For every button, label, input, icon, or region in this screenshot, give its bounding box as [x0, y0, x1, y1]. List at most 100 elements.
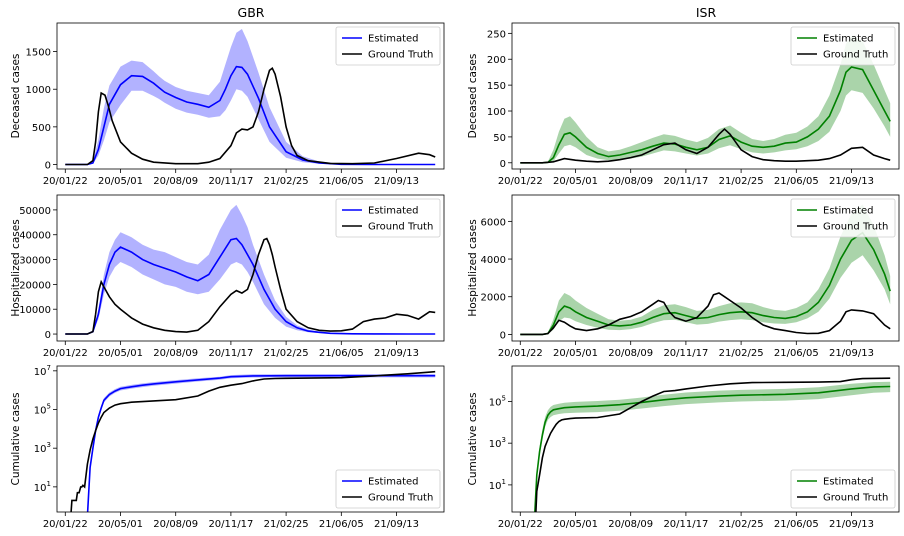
x-tick-label: 21/06/05 [319, 176, 364, 187]
x-tick-label: 20/11/17 [208, 348, 253, 359]
legend-box [335, 26, 441, 66]
confidence-band [65, 29, 436, 165]
legend-ground-truth-label: Ground Truth [368, 493, 433, 504]
estimated-line [520, 66, 891, 164]
x-tick-label: 21/09/13 [829, 348, 874, 359]
x-tick-label: 20/08/09 [153, 176, 198, 187]
ground-truth-line [65, 66, 436, 166]
x-tick-label: 20/11/17 [208, 176, 253, 187]
axes-frame [56, 22, 445, 170]
y-tick-label: 0 [500, 330, 506, 341]
subplot-isr-hospitalized-cases: 20/01/22 20/05/01 20/08/09 20/11/17 21/02/25… [467, 194, 900, 359]
legend: Estimated Ground Truth [790, 198, 896, 238]
axes-frame [56, 365, 445, 513]
axes-frame [511, 365, 900, 513]
y-axis-label: Deceased cases [10, 54, 22, 139]
y-axis-label: Cumulative cases [10, 393, 22, 486]
y-tick-label: 0 [500, 159, 506, 170]
subplot-isr-cumulative-cases: 20/01/22 20/05/01 20/08/09 20/11/17 21/02/25… [467, 365, 900, 530]
axes-frame [56, 194, 445, 342]
y-tick-label: 103 [34, 441, 51, 455]
legend: Estimated Ground Truth [335, 469, 441, 509]
y-tick-label: 1000 [26, 85, 51, 96]
x-tick-label: 20/05/01 [98, 176, 143, 187]
x-tick-label: 20/11/17 [663, 176, 708, 187]
x-tick-label: 20/05/01 [553, 519, 598, 530]
x-tick-label: 20/01/22 [43, 176, 88, 187]
y-tick-label: 30000 [19, 256, 51, 267]
ground-truth-line [535, 377, 891, 512]
estimated-line [534, 385, 891, 512]
x-tick-label: 20/11/17 [663, 519, 708, 530]
legend-estimated-label: Estimated [823, 477, 874, 488]
subplot-gbr-hospitalized-cases: 20/01/22 20/05/01 20/08/09 20/11/17 21/02/25… [10, 194, 445, 359]
y-axis-label: Hospitalized cases [467, 219, 479, 316]
y-tick-label: 250 [487, 29, 506, 40]
axes-frame [511, 22, 900, 170]
estimated-line [65, 65, 436, 166]
tick-exponent: 3 [502, 436, 506, 444]
x-tick-label: 21/06/05 [774, 176, 819, 187]
legend: Estimated Ground Truth [790, 26, 896, 66]
x-tick-label: 20/01/22 [43, 348, 88, 359]
x-tick-label: 20/01/22 [43, 519, 88, 530]
ground-truth-line [65, 237, 436, 335]
legend-box [335, 198, 441, 238]
axes-frame [511, 194, 900, 342]
x-tick-label: 21/02/25 [264, 348, 309, 359]
y-tick-label: 0 [45, 330, 51, 341]
y-tick-label: 101 [34, 480, 51, 494]
y-tick-label: 107 [34, 364, 51, 378]
legend-ground-truth-label: Ground Truth [823, 493, 888, 504]
tick-base: 10 [489, 439, 502, 450]
tick-exponent: 1 [47, 480, 51, 488]
isr-column-title: ISR [696, 5, 717, 20]
legend: Estimated Ground Truth [790, 469, 896, 509]
x-tick-label: 20/08/09 [153, 519, 198, 530]
confidence-band [65, 204, 436, 334]
y-tick-label: 500 [32, 123, 51, 134]
gbr-column-title: GBR [238, 5, 265, 20]
estimated-line [86, 374, 436, 512]
legend-ground-truth-label: Ground Truth [823, 50, 888, 61]
y-tick-label: 105 [489, 394, 506, 408]
legend-ground-truth-label: Ground Truth [368, 222, 433, 233]
y-tick-label: 150 [487, 81, 506, 92]
x-tick-label: 20/01/22 [498, 176, 543, 187]
subplot-gbr-cumulative-cases: 20/01/22 20/05/01 20/08/09 20/11/17 21/02/25… [10, 364, 445, 530]
tick-exponent: 3 [47, 441, 51, 449]
x-tick-label: 20/08/09 [608, 519, 653, 530]
y-tick-label: 40000 [19, 231, 51, 242]
y-tick-label: 0 [45, 160, 51, 171]
x-tick-label: 20/01/22 [498, 348, 543, 359]
x-tick-label: 20/05/01 [553, 176, 598, 187]
legend-estimated-label: Estimated [368, 206, 419, 217]
x-tick-label: 21/06/05 [319, 348, 364, 359]
x-tick-label: 21/09/13 [829, 519, 874, 530]
x-tick-label: 21/06/05 [774, 519, 819, 530]
x-tick-label: 21/02/25 [264, 176, 309, 187]
subplot-grid: 20/01/22 20/05/01 20/08/09 20/11/17 21/02/25… [10, 22, 900, 530]
tick-exponent: 5 [47, 403, 51, 411]
y-tick-label: 2000 [481, 293, 506, 304]
y-tick-label: 103 [489, 436, 506, 450]
legend-estimated-label: Estimated [368, 477, 419, 488]
ground-truth-line [70, 370, 436, 512]
x-tick-label: 21/09/13 [374, 176, 419, 187]
tick-base: 10 [34, 406, 47, 417]
y-axis-label: Cumulative cases [467, 393, 479, 486]
legend-box [790, 198, 896, 238]
x-tick-label: 20/01/22 [498, 519, 543, 530]
x-tick-label: 20/11/17 [208, 519, 253, 530]
subplot-gbr-deceased-cases: 20/01/22 20/05/01 20/08/09 20/11/17 21/02/25… [10, 22, 445, 187]
estimated-line [65, 237, 436, 335]
tick-base: 10 [34, 483, 47, 494]
x-tick-label: 20/11/17 [663, 348, 708, 359]
y-tick-label: 200 [487, 55, 506, 66]
x-tick-label: 21/09/13 [829, 176, 874, 187]
tick-base: 10 [489, 397, 502, 408]
y-tick-label: 50000 [19, 206, 51, 217]
x-tick-label: 21/06/05 [319, 519, 364, 530]
y-tick-label: 101 [489, 478, 506, 492]
y-axis-label: Hospitalized cases [10, 219, 22, 316]
